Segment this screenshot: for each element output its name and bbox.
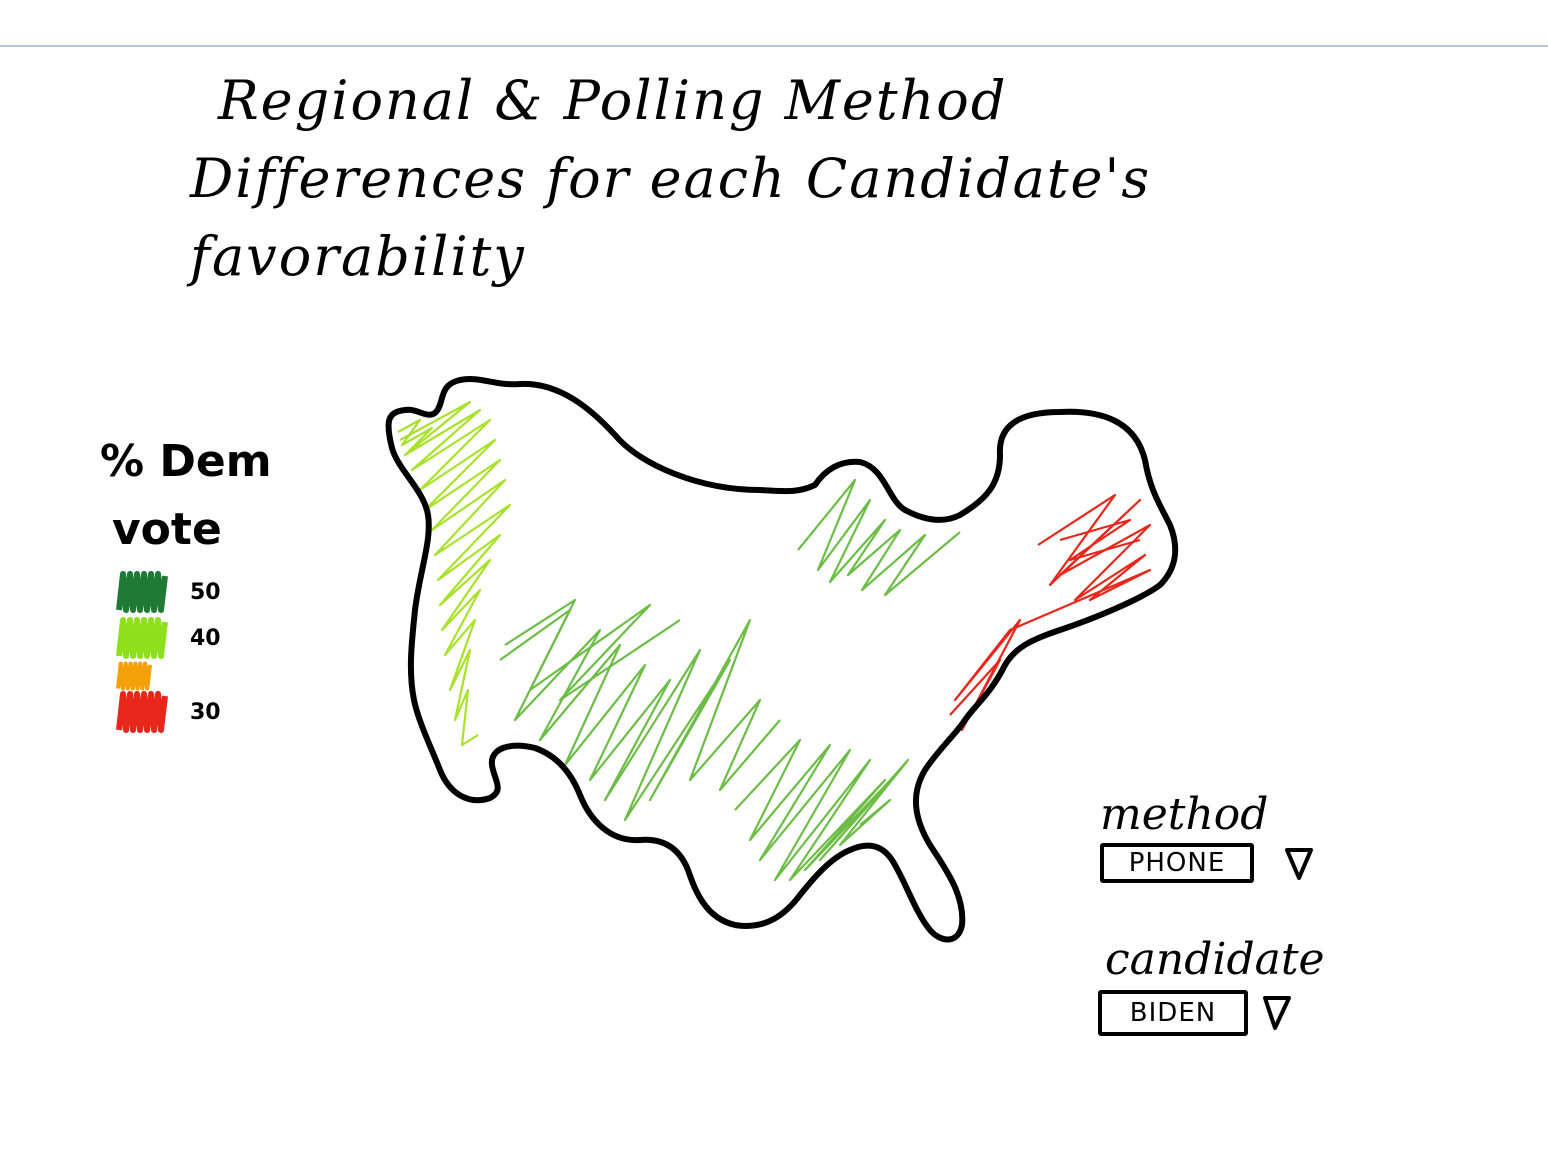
map-region-northeast[interactable] <box>949 493 1152 732</box>
method-select-value: PHONE <box>1128 848 1226 878</box>
legend-item-30: 30 <box>116 690 221 734</box>
map-region-midwest[interactable] <box>797 478 961 597</box>
legend-swatch-light-green <box>116 617 168 659</box>
legend-title: % Dem vote <box>100 428 340 564</box>
candidate-select[interactable]: BIDEN <box>1098 990 1248 1036</box>
legend-label: 30 <box>190 699 221 725</box>
title-line-2: Differences for each Candidate's <box>190 147 1152 210</box>
map-region-south[interactable] <box>734 738 910 882</box>
legend-item-40: 40 <box>116 616 221 660</box>
method-label: method <box>1100 789 1269 840</box>
map-region-southwest[interactable] <box>499 598 781 822</box>
method-dropdown-triangle-down-icon[interactable] <box>1284 846 1314 882</box>
title-line-1: Regional & Polling Method <box>218 69 1008 132</box>
legend-label: 40 <box>190 625 221 651</box>
candidate-dropdown-triangle-down-icon[interactable] <box>1262 994 1292 1032</box>
title-line-3: favorability <box>190 225 526 288</box>
legend-title-line-1: % Dem <box>100 436 272 487</box>
page-title: Regional & Polling Method Differences fo… <box>190 62 1410 296</box>
legend-swatch-orange <box>116 661 152 691</box>
legend-swatch-red <box>116 691 168 733</box>
us-outline <box>385 376 1179 943</box>
method-select[interactable]: PHONE <box>1100 843 1254 883</box>
legend-item-orange <box>116 654 152 698</box>
top-divider <box>0 45 1548 47</box>
candidate-label: candidate <box>1105 934 1325 985</box>
map-region-west-coast[interactable] <box>397 400 512 747</box>
legend-item-50: 50 <box>116 570 221 614</box>
candidate-select-value: BIDEN <box>1129 998 1217 1028</box>
legend-label: 50 <box>190 579 221 605</box>
us-map <box>385 376 1179 943</box>
legend-swatch-dark-green <box>116 571 168 613</box>
legend-title-line-2: vote <box>112 504 222 555</box>
